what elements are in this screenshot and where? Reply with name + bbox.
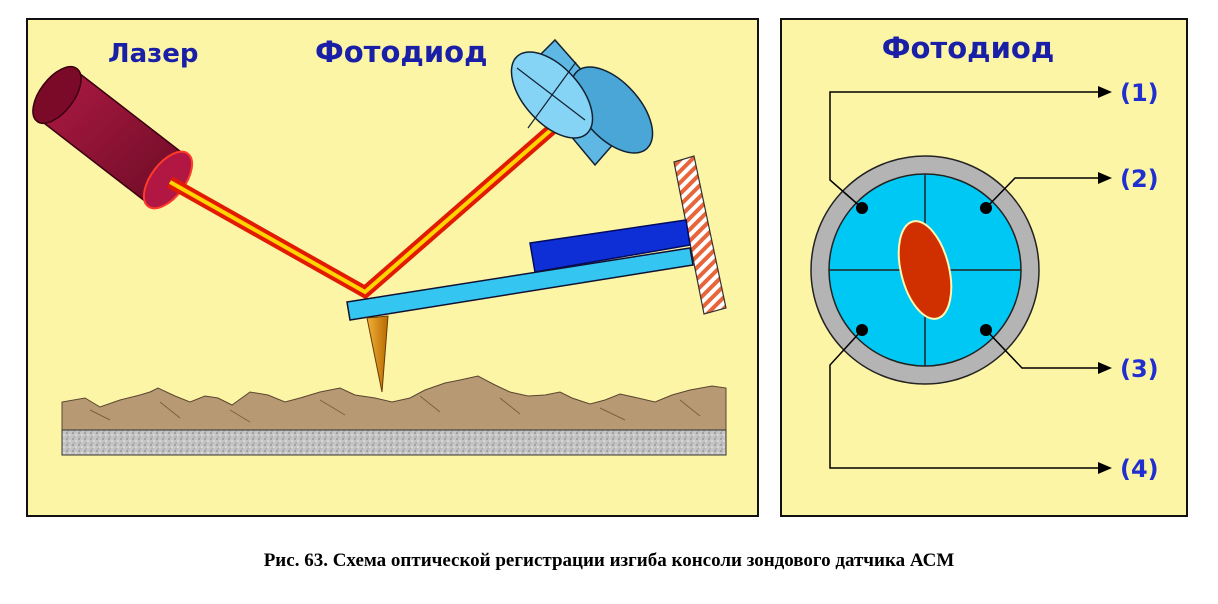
sample-surface bbox=[61, 375, 727, 431]
photodiode-icon bbox=[510, 38, 654, 167]
photodiode-label-left: Фотодиод bbox=[315, 35, 488, 69]
probe-tip-icon bbox=[366, 315, 389, 393]
cantilever-holder bbox=[673, 155, 727, 315]
laser-icon bbox=[32, 65, 194, 210]
output-wires bbox=[829, 91, 1100, 469]
output-label-4: (4) bbox=[1120, 455, 1159, 483]
photodiode-label-right: Фотодиод bbox=[882, 31, 1055, 65]
output-label-1: (1) bbox=[1120, 79, 1159, 107]
laser-beam bbox=[167, 117, 564, 300]
cantilever bbox=[346, 247, 694, 321]
arrow-icon bbox=[1098, 86, 1112, 474]
laser-label: Лазер bbox=[108, 39, 199, 69]
piezo-block bbox=[529, 219, 691, 273]
laser-spot bbox=[897, 220, 953, 320]
output-label-2: (2) bbox=[1120, 165, 1159, 193]
substrate bbox=[61, 429, 727, 456]
figure-caption: Рис. 63. Схема оптической регистрации из… bbox=[263, 550, 955, 571]
output-label-3: (3) bbox=[1120, 355, 1159, 383]
